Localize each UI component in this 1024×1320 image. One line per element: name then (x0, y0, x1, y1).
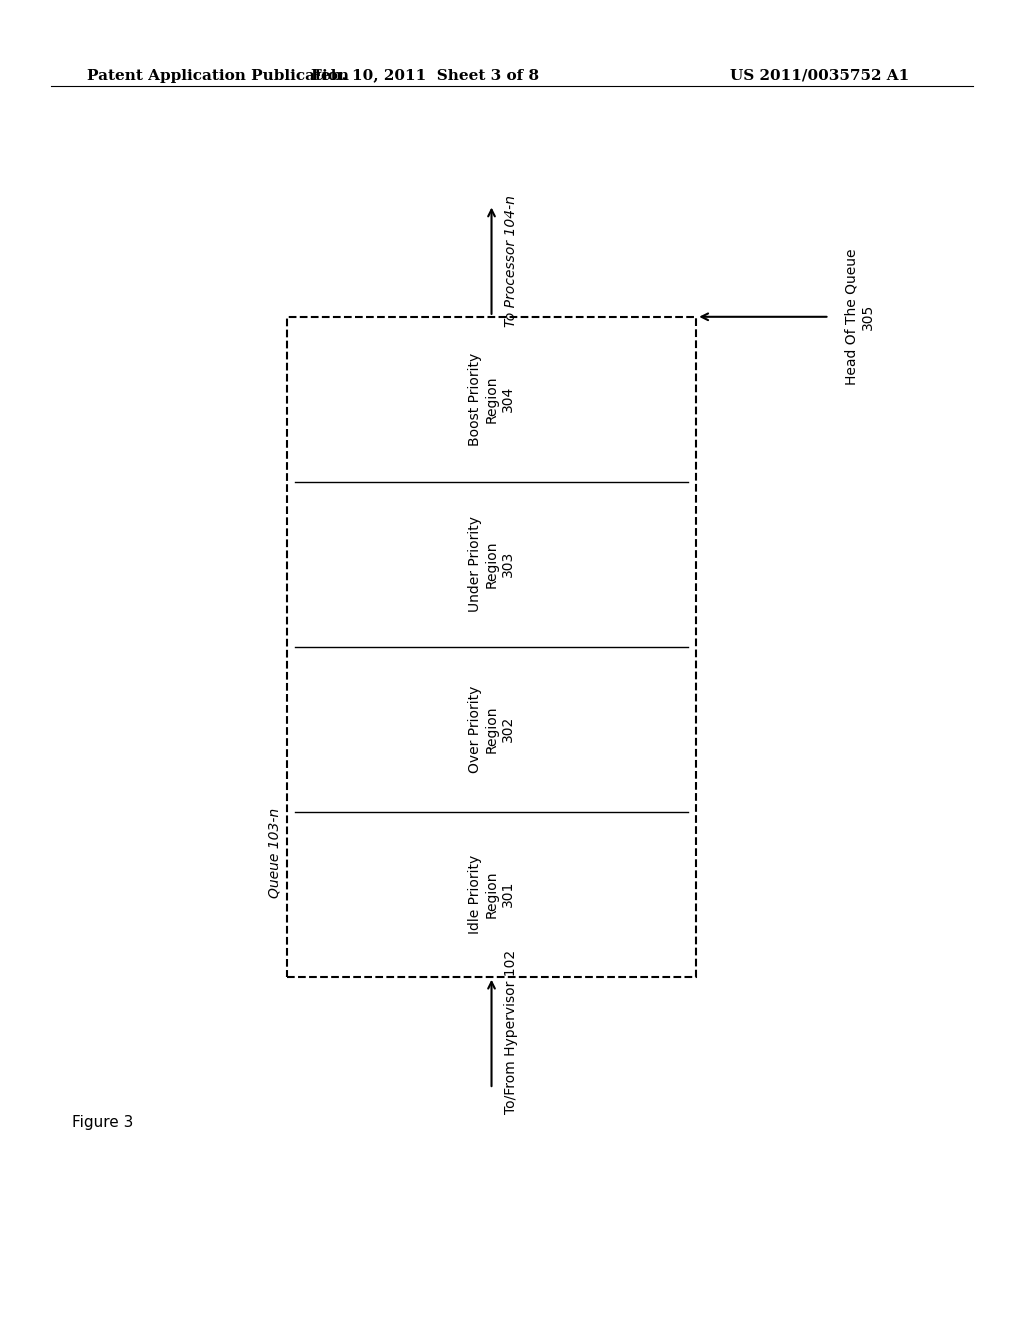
Text: To/From Hypervisor 102: To/From Hypervisor 102 (504, 950, 518, 1114)
Text: Over Priority
Region
302: Over Priority Region 302 (468, 685, 515, 774)
Text: To Processor 104-n: To Processor 104-n (504, 195, 518, 327)
Text: Feb. 10, 2011  Sheet 3 of 8: Feb. 10, 2011 Sheet 3 of 8 (311, 69, 539, 83)
Text: Idle Priority
Region
301: Idle Priority Region 301 (468, 854, 515, 935)
Bar (287, 317, 696, 977)
Text: Under Priority
Region
303: Under Priority Region 303 (468, 516, 515, 612)
Text: Patent Application Publication: Patent Application Publication (87, 69, 349, 83)
Text: Head Of The Queue
305: Head Of The Queue 305 (845, 248, 874, 385)
Text: Queue 103-n: Queue 103-n (267, 808, 282, 898)
Text: US 2011/0035752 A1: US 2011/0035752 A1 (729, 69, 909, 83)
Text: Figure 3: Figure 3 (72, 1115, 133, 1130)
Text: Boost Priority
Region
304: Boost Priority Region 304 (468, 352, 515, 446)
